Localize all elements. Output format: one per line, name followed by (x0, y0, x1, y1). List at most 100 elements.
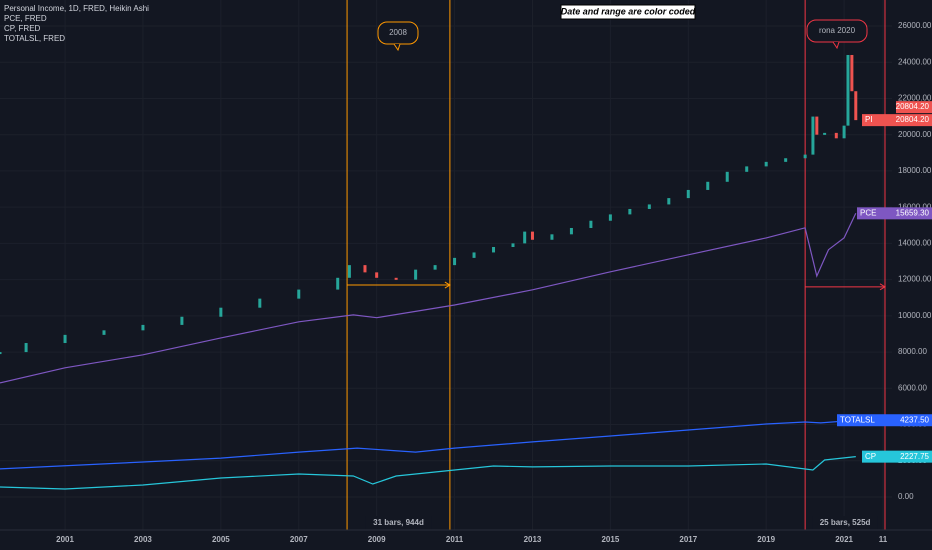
y-tick-label: 22000.00 (898, 94, 932, 103)
candle (811, 116, 815, 155)
note-box (560, 4, 696, 20)
candle (511, 243, 515, 248)
candle (647, 204, 651, 209)
candle (745, 166, 749, 172)
badge-value: 4237.50 (900, 415, 929, 424)
badge-name: PI (865, 115, 873, 124)
y-tick-label: 12000.00 (898, 275, 932, 284)
candle (375, 272, 379, 278)
candle (347, 265, 351, 278)
candle (725, 171, 729, 182)
candle (258, 298, 262, 308)
y-tick-label: 20000.00 (898, 130, 932, 139)
callout-tail (393, 43, 401, 52)
price-badge (837, 414, 932, 427)
x-tick-label: 2015 (601, 535, 619, 544)
price-badge (857, 207, 932, 220)
badge-name: PCE (860, 208, 876, 217)
y-tick-label: 8000.00 (898, 347, 927, 356)
x-tick-label: 2009 (368, 535, 386, 544)
candle (433, 265, 437, 270)
range-label-bg (812, 516, 878, 530)
badge-value: 15659.30 (896, 208, 930, 217)
range-label: 25 bars, 525d (820, 518, 871, 527)
y-tick-label: 26000.00 (898, 21, 932, 30)
candle (784, 158, 788, 162)
candle (842, 125, 846, 139)
candle (453, 257, 457, 266)
arrow-head (879, 283, 886, 291)
callout-text: rona 2020 (819, 26, 856, 35)
candle (63, 334, 67, 344)
badge-value: 20804.20 (896, 115, 930, 124)
candle (492, 247, 496, 253)
candle (628, 208, 632, 215)
legend-entry: CP, FRED (4, 24, 41, 33)
callout-text: 2008 (389, 28, 407, 37)
x-tick-label: 2001 (56, 535, 74, 544)
x-tick-label: 2003 (134, 535, 152, 544)
candle (846, 54, 850, 126)
legend-entry: Personal Income, 1D, FRED, Heikin Ashi (4, 4, 149, 13)
candle (569, 227, 573, 235)
candle (297, 289, 301, 299)
candle (589, 220, 593, 228)
candle (523, 231, 527, 244)
badge-value: 2227.75 (900, 452, 929, 461)
y-tick-label: 14000.00 (898, 238, 932, 247)
candle (834, 132, 838, 139)
candle (336, 277, 340, 290)
legend-entry: PCE, FRED (4, 14, 47, 23)
candle (608, 214, 612, 221)
candle (394, 277, 398, 280)
legend-entry: TOTALSL, FRED (4, 34, 65, 43)
series-line (0, 419, 856, 470)
y-tick-label: 0.00 (898, 492, 914, 501)
range-label-bg (365, 516, 432, 530)
candle (854, 91, 858, 121)
series-line (0, 456, 856, 490)
y-tick-label: 24000.00 (898, 57, 932, 66)
candle (219, 307, 223, 317)
candle (141, 324, 145, 331)
candle (472, 252, 476, 258)
candle (0, 352, 2, 355)
price-label (896, 101, 932, 114)
x-tick-label: 2019 (757, 535, 775, 544)
candle (24, 343, 28, 353)
candle (850, 54, 854, 92)
price-badge (862, 450, 932, 463)
price-label-text: 20804.20 (896, 102, 930, 111)
candle (764, 161, 768, 167)
callout-tail (832, 41, 840, 50)
y-tick-label: 18000.00 (898, 166, 932, 175)
arrow-head (444, 281, 451, 289)
x-tick-label: 2013 (524, 535, 542, 544)
x-tick-label: 2007 (290, 535, 308, 544)
candle (686, 189, 690, 199)
y-tick-label: 10000.00 (898, 311, 932, 320)
x-tick-label: 11 (879, 535, 888, 544)
range-label: 31 bars, 944d (373, 518, 424, 527)
x-tick-label: 2021 (835, 535, 853, 544)
price-badge (862, 114, 932, 127)
candle (815, 116, 819, 135)
candle (706, 181, 710, 190)
candle (550, 234, 554, 240)
x-tick-label: 2005 (212, 535, 230, 544)
badge-name: CP (865, 452, 876, 461)
y-tick-label: 16000.00 (898, 202, 932, 211)
x-tick-label: 2011 (446, 535, 464, 544)
series-line (0, 213, 857, 384)
badge-name: TOTALSL (840, 415, 875, 424)
candle (667, 198, 671, 205)
candle (363, 265, 367, 273)
candle (823, 132, 827, 135)
candle (180, 316, 184, 325)
candle (414, 269, 418, 280)
note: Date and range are color coded (561, 6, 696, 16)
x-tick-label: 2017 (679, 535, 697, 544)
candle (530, 231, 534, 240)
